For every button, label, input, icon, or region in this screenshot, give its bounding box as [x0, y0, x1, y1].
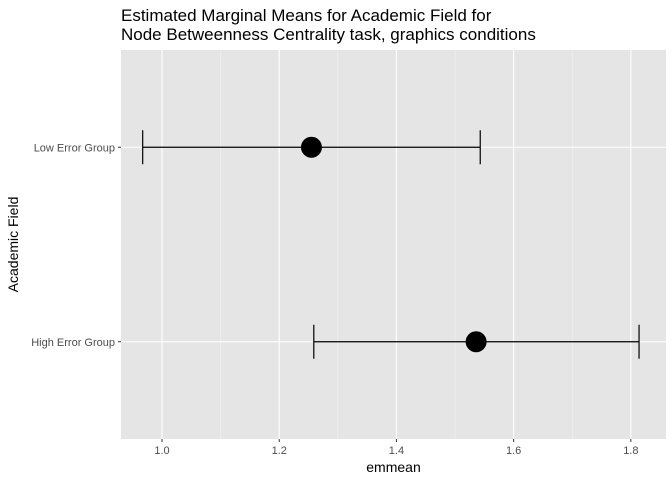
- x-axis-title: emmean: [366, 459, 420, 475]
- x-tick-label: 1.4: [389, 445, 404, 457]
- x-tick-label: 1.6: [506, 445, 521, 457]
- y-tick-label: High Error Group: [31, 337, 115, 349]
- y-axis-title: Academic Field: [5, 197, 21, 293]
- x-axis: 1.0 1.2 1.4 1.6 1.8: [154, 439, 638, 457]
- x-tick-label: 1.2: [272, 445, 287, 457]
- major-gridlines: [121, 50, 666, 439]
- y-axis: Low Error Group High Error Group: [31, 142, 121, 349]
- plot-panel: [121, 50, 666, 439]
- data-marks: [142, 130, 640, 359]
- minor-gridlines: [220, 50, 573, 439]
- chart-title-line-1: Estimated Marginal Means for Academic Fi…: [121, 6, 492, 25]
- y-tick-label: Low Error Group: [34, 142, 115, 154]
- x-tick-label: 1.0: [154, 445, 169, 457]
- chart-title-line-2: Node Betweenness Centrality task, graphi…: [121, 25, 536, 44]
- emmean-point: [465, 331, 487, 353]
- x-tick-label: 1.8: [623, 445, 638, 457]
- emmean-point: [300, 136, 322, 158]
